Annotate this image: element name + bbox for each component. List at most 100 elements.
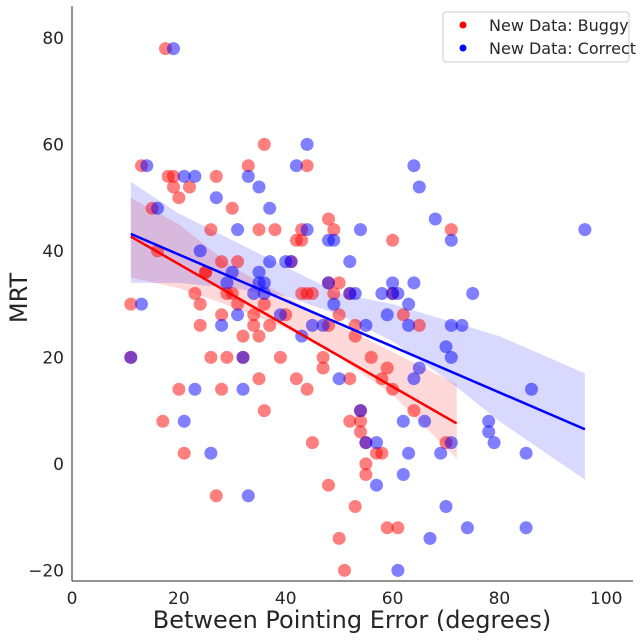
point-correct-73	[439, 340, 453, 354]
axes	[71, 6, 633, 582]
point-correct-57	[391, 287, 405, 300]
point-buggy-0	[124, 297, 138, 311]
ci-band-correct	[130, 181, 585, 480]
point-correct-12	[215, 318, 229, 332]
point-buggy-9	[167, 180, 180, 194]
point-correct-10	[204, 446, 218, 460]
point-correct-47	[354, 404, 367, 418]
point-correct-21	[247, 287, 261, 300]
point-correct-84	[519, 521, 533, 535]
point-correct-23	[252, 180, 266, 194]
point-correct-71	[434, 446, 448, 460]
point-buggy-91	[391, 521, 405, 535]
regression-lines	[130, 232, 586, 431]
point-correct-69	[423, 531, 437, 545]
point-correct-3	[151, 201, 164, 215]
point-buggy-11	[172, 382, 186, 396]
point-correct-34	[300, 137, 314, 151]
y-tick-label-80: 80	[42, 29, 64, 49]
point-correct-60	[402, 318, 416, 332]
point-buggy-28	[225, 201, 239, 215]
point-buggy-39	[252, 372, 266, 386]
point-correct-11	[209, 191, 223, 205]
point-buggy-36	[247, 308, 261, 322]
point-correct-28	[263, 255, 277, 269]
point-buggy-86	[380, 521, 394, 535]
point-correct-52	[375, 287, 389, 300]
point-buggy-68	[332, 276, 346, 290]
point-correct-27	[263, 201, 277, 215]
point-correct-61	[402, 297, 416, 311]
point-buggy-87	[380, 361, 394, 375]
point-correct-48	[359, 436, 373, 450]
point-buggy-20	[204, 350, 218, 364]
point-buggy-23	[215, 255, 229, 269]
point-buggy-5	[156, 414, 170, 428]
point-buggy-96	[444, 223, 458, 237]
point-buggy-63	[322, 212, 335, 226]
point-correct-87	[578, 223, 592, 237]
point-buggy-44	[268, 223, 282, 237]
point-buggy-16	[193, 297, 207, 311]
point-buggy-14	[188, 287, 202, 300]
point-buggy-58	[316, 350, 330, 364]
point-correct-83	[487, 436, 501, 450]
legend-label-correct: New Data: Correct	[489, 39, 636, 58]
point-correct-81	[482, 414, 496, 428]
data-points	[124, 42, 592, 577]
point-buggy-24	[215, 308, 229, 322]
point-correct-36	[305, 318, 319, 332]
point-correct-35	[300, 223, 314, 237]
point-buggy-22	[209, 489, 223, 503]
regression-line-buggy	[130, 235, 458, 425]
x-tick-label-40: 40	[275, 589, 297, 609]
point-correct-37	[316, 318, 330, 332]
y-tick-label--20: −20	[28, 561, 64, 581]
y-tick-label-40: 40	[42, 242, 64, 262]
point-correct-49	[359, 318, 373, 332]
point-buggy-19	[204, 223, 218, 237]
point-buggy-50	[295, 233, 309, 247]
point-correct-26	[257, 276, 271, 290]
point-correct-58	[396, 468, 410, 481]
point-correct-75	[444, 233, 458, 247]
point-buggy-15	[193, 318, 207, 332]
point-correct-7	[188, 169, 202, 183]
y-axis-label: MRT	[5, 273, 33, 324]
y-tick-label-60: 60	[42, 135, 64, 155]
point-correct-66	[407, 372, 421, 386]
point-correct-9	[193, 244, 207, 258]
point-correct-40	[327, 233, 341, 247]
point-buggy-57	[305, 287, 319, 300]
legend: New Data: Buggy New Data: Correct	[442, 11, 636, 63]
point-buggy-79	[359, 457, 373, 471]
point-buggy-40	[257, 137, 271, 151]
y-tick-label-0: 0	[53, 455, 64, 475]
point-correct-54	[386, 276, 400, 290]
x-tick-label-100: 100	[590, 589, 622, 609]
point-correct-31	[284, 255, 298, 269]
point-correct-42	[332, 372, 346, 386]
confidence-bands	[130, 181, 585, 480]
point-buggy-82	[364, 350, 378, 364]
point-correct-2	[140, 159, 154, 173]
point-buggy-21	[209, 169, 223, 183]
point-correct-17	[236, 382, 250, 396]
point-buggy-77	[354, 425, 367, 439]
point-correct-80	[466, 287, 480, 300]
point-buggy-71	[343, 414, 357, 428]
point-correct-65	[412, 180, 426, 194]
point-correct-77	[444, 436, 458, 450]
point-buggy-12	[177, 446, 191, 460]
point-correct-72	[439, 500, 453, 513]
point-correct-41	[327, 297, 341, 311]
point-correct-51	[370, 436, 383, 450]
point-buggy-8	[167, 169, 180, 183]
point-correct-22	[252, 265, 266, 279]
point-buggy-30	[231, 255, 245, 269]
point-correct-67	[412, 361, 426, 375]
point-buggy-35	[247, 318, 261, 332]
point-correct-13	[220, 276, 234, 290]
